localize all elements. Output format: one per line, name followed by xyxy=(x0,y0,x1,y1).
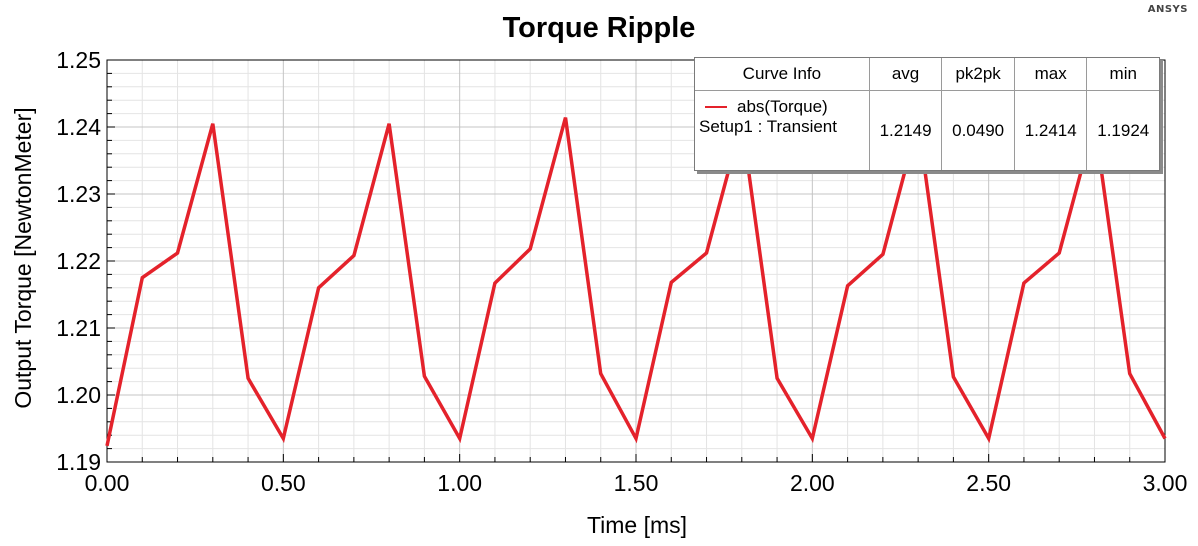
legend-min-value: 1.1924 xyxy=(1097,121,1150,140)
x-axis-label: Time [ms] xyxy=(587,512,687,538)
x-tick-label: 3.00 xyxy=(1143,470,1188,496)
x-tick-label: 1.50 xyxy=(614,470,659,496)
legend-header-max: max xyxy=(1014,58,1088,91)
legend-curve-cell: abs(Torque) Setup1 : Transient xyxy=(695,90,870,170)
y-tick-label: 1.24 xyxy=(56,114,101,140)
legend-curve-source: Setup1 : Transient xyxy=(699,117,837,136)
legend-pk2pk-value: 0.0490 xyxy=(941,90,1015,170)
x-tick-label: 1.00 xyxy=(437,470,482,496)
major-grid xyxy=(107,60,1165,462)
y-tick-label: 1.21 xyxy=(56,315,101,341)
legend[interactable]: Curve Info avg pk2pk max min abs(Torque)… xyxy=(694,57,1160,171)
x-tick-label: 2.50 xyxy=(966,470,1011,496)
y-tick-label: 1.25 xyxy=(56,47,101,73)
y-tick-label: 1.19 xyxy=(56,449,101,475)
brand-logo: ANSYS xyxy=(1147,4,1188,15)
tick-labels: 0.00 0.50 1.00 1.50 2.00 2.50 3.00 1.19 1.20 1.21… xyxy=(56,47,1187,496)
x-tick-label: 0.00 xyxy=(85,470,130,496)
series-layer xyxy=(105,117,1167,447)
legend-header-curve-info: Curve Info xyxy=(695,58,870,91)
legend-max-value: 1.2414 xyxy=(1014,90,1088,170)
minor-ticks xyxy=(107,72,1131,462)
y-axis-label: Output Torque [NewtonMeter] xyxy=(10,107,36,408)
legend-header-avg: avg xyxy=(869,58,943,91)
y-tick-label: 1.22 xyxy=(56,248,101,274)
legend-header-pk2pk: pk2pk xyxy=(941,58,1015,91)
x-tick-label: 2.00 xyxy=(790,470,835,496)
series-line-abs-torque xyxy=(105,117,1167,447)
legend-curve-name: abs(Torque) xyxy=(737,97,828,116)
legend-avg-value: 1.2149 xyxy=(869,90,943,170)
x-tick-label: 0.50 xyxy=(261,470,306,496)
plot-frame xyxy=(106,59,1166,463)
legend-table: Curve Info avg pk2pk max min abs(Torque)… xyxy=(695,58,1159,170)
y-tick-label: 1.20 xyxy=(56,382,101,408)
y-tick-label: 1.23 xyxy=(56,181,101,207)
chart-title: Torque Ripple xyxy=(503,12,696,44)
legend-swatch xyxy=(705,106,727,108)
legend-header-min: min xyxy=(1086,58,1159,91)
